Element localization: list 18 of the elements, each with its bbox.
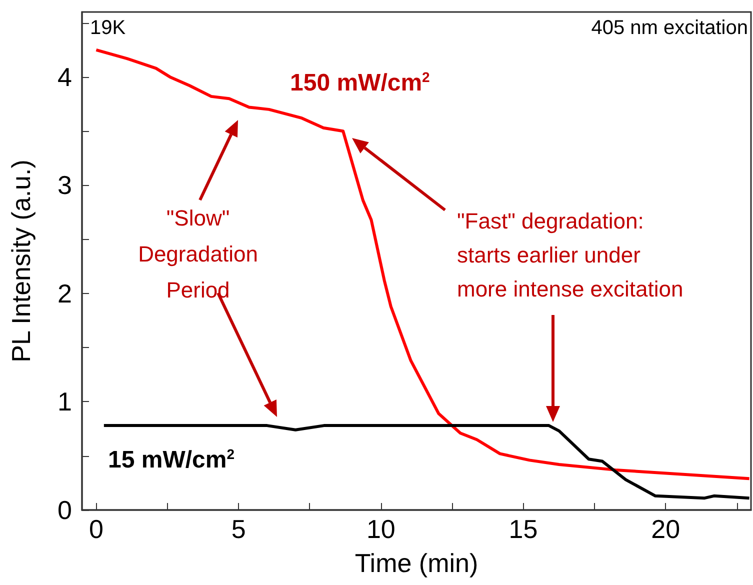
- x-tick-label: 10: [366, 514, 396, 544]
- annotation: "Fast" degradation: starts earlier under more intense excitation: [457, 208, 684, 302]
- line-series: [102, 424, 751, 500]
- x-tick-label: 0: [89, 514, 104, 544]
- y-tick-label: 3: [58, 170, 72, 200]
- x-tick-label: 15: [508, 514, 538, 544]
- x-tick-label: 20: [651, 514, 680, 544]
- annotation: 19K: [90, 17, 126, 39]
- y-axis-title: PL Intensity (a.u.): [6, 160, 36, 362]
- y-tick-label: 4: [58, 62, 72, 92]
- annotation: "Slow" Degradation Period: [138, 206, 258, 302]
- y-tick-label: 1: [58, 386, 72, 417]
- annotation: 405 nm excitation: [591, 17, 748, 39]
- line-series: [94, 48, 751, 480]
- x-axis-title: Time (min): [354, 548, 478, 578]
- y-tick-label: 0: [58, 495, 72, 525]
- y-tick-label: 2: [58, 278, 72, 308]
- x-tick-label: 5: [231, 514, 246, 544]
